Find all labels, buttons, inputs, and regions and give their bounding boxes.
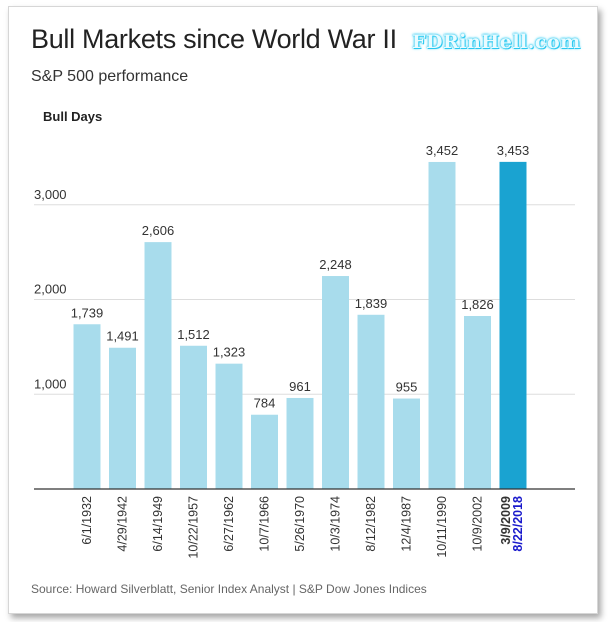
bar	[499, 161, 527, 489]
value-label: 2,248	[319, 257, 352, 272]
value-label: 3,452	[426, 143, 459, 158]
value-label: 961	[289, 379, 311, 394]
bar	[322, 276, 349, 489]
y-axis-label: Bull Days	[43, 109, 103, 124]
value-label: 1,826	[461, 297, 494, 312]
category-label: 10/3/1974	[329, 496, 343, 552]
bar	[393, 398, 420, 489]
chart-title: Bull Markets since World War II	[31, 24, 397, 54]
category-label: 10/11/1990	[435, 496, 449, 558]
category-label: 10/7/1966	[258, 496, 272, 552]
category-label: 5/26/1970	[293, 496, 307, 552]
value-label: 1,739	[71, 305, 104, 320]
value-label: 1,512	[177, 327, 210, 342]
bar	[251, 414, 278, 489]
category-label: 12/4/1987	[400, 496, 414, 552]
category-label: 6/27/1962	[222, 496, 236, 552]
source-note: Source: Howard Silverblatt, Senior Index…	[31, 582, 427, 596]
category-label: 6/1/1932	[80, 496, 94, 545]
bar	[464, 316, 491, 489]
y-tick-label: 2,000	[34, 282, 67, 297]
highlight-end-date-label: 8/22/2018	[511, 496, 525, 552]
value-label: 1,491	[106, 329, 139, 344]
bar	[428, 161, 456, 489]
bar	[215, 363, 243, 489]
bar	[180, 345, 207, 489]
category-label: 6/14/1949	[151, 496, 165, 552]
value-label: 955	[396, 380, 418, 395]
value-label: 3,453	[497, 143, 530, 158]
bar	[144, 242, 172, 489]
category-label: 10/22/1957	[187, 496, 201, 559]
category-label: 3/9/2009	[499, 496, 513, 545]
category-label: 10/9/2002	[471, 496, 485, 552]
bar	[357, 314, 385, 489]
value-label: 1,839	[355, 296, 388, 311]
bar	[73, 324, 101, 489]
value-label: 2,606	[142, 223, 175, 238]
watermark-text: FDRinHell.com	[412, 31, 581, 53]
value-label: 784	[254, 396, 276, 411]
value-label: 1,323	[213, 345, 246, 360]
category-label: 4/29/1942	[116, 496, 130, 552]
y-tick-label: 3,000	[34, 187, 67, 202]
category-label: 8/12/1982	[364, 496, 378, 552]
chart-subtitle: S&P 500 performance	[31, 68, 189, 85]
bar	[109, 347, 136, 489]
bar	[286, 397, 314, 489]
y-tick-label: 1,000	[34, 376, 67, 391]
